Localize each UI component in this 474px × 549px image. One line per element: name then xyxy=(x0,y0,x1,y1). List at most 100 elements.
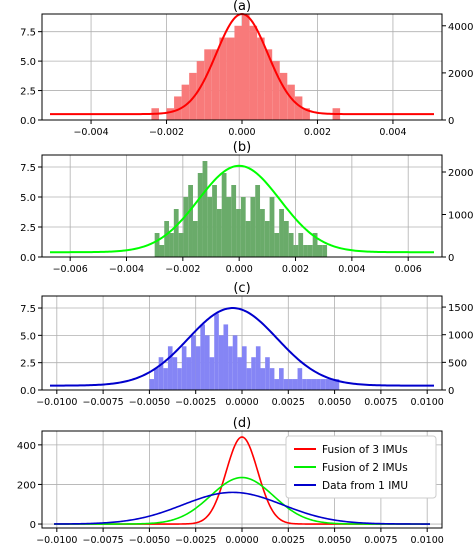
histogram-bar xyxy=(186,357,192,390)
histogram-bar xyxy=(317,245,323,257)
x-tick-label: −0.004 xyxy=(73,127,108,138)
histogram-bar xyxy=(322,245,328,257)
histogram-bar xyxy=(234,25,242,120)
series-line xyxy=(54,476,430,525)
x-tick-label: −0.002 xyxy=(165,264,200,275)
y-tick-label-right: 1500 xyxy=(448,303,473,314)
histogram-bar xyxy=(260,368,266,390)
histogram-bar xyxy=(204,335,210,390)
y-tick-label-left: 5.0 xyxy=(20,331,36,342)
y-tick-label-left: 0.0 xyxy=(20,386,36,397)
x-tick-label: 0.0100 xyxy=(411,535,444,545)
histogram-bar xyxy=(329,379,335,390)
histogram-bar xyxy=(274,379,280,390)
histogram-bar xyxy=(287,84,295,120)
subplot-3: (c) 0.0 2.5 5.0 7.5 0 500 1000 1500 −0.0100 −0.007… xyxy=(20,281,473,408)
histogram-bar xyxy=(325,379,330,390)
histogram-bar xyxy=(294,96,303,120)
subplot-title: (b) xyxy=(233,140,251,155)
histogram-bar xyxy=(196,61,205,120)
histogram-bar xyxy=(202,161,208,257)
histogram-bar xyxy=(302,379,307,390)
histogram-bar xyxy=(204,49,212,121)
histogram-bar xyxy=(183,197,189,257)
y-tick-label-right: 2000 xyxy=(448,69,473,80)
histogram-bar xyxy=(334,379,340,390)
y-tick-label-right: 0 xyxy=(448,253,454,264)
x-tick-label: −0.0050 xyxy=(129,397,170,408)
histogram-bar xyxy=(149,379,155,390)
x-tick-label: 0.004 xyxy=(338,264,365,275)
histogram-bar xyxy=(158,357,164,390)
y-tick-label: 200 xyxy=(17,480,36,491)
histogram-bar xyxy=(163,368,168,390)
x-tick-label: −0.002 xyxy=(149,127,184,138)
y-tick-label-right: 4000 xyxy=(448,22,473,33)
histogram-bar xyxy=(181,84,190,120)
histogram-bar xyxy=(260,209,265,257)
histogram-bar xyxy=(181,346,187,390)
histogram-bar xyxy=(312,233,318,257)
histogram-bar xyxy=(172,357,178,390)
axes-frame xyxy=(41,295,443,391)
histogram-bar xyxy=(226,197,232,257)
subplot-title: (a) xyxy=(233,0,251,14)
histogram-bar xyxy=(255,346,261,390)
histogram-bar xyxy=(272,61,280,120)
legend-label: Fusion of 3 IMUs xyxy=(322,444,408,456)
histogram-bar xyxy=(279,72,288,120)
x-tick-label: 0.0025 xyxy=(272,535,305,545)
histogram-bar xyxy=(219,37,227,120)
histogram-bar xyxy=(166,108,175,120)
y-tick-label-left: 7.5 xyxy=(20,163,36,174)
y-tick-label-left: 7.5 xyxy=(20,304,36,315)
histogram-bar xyxy=(164,221,170,257)
histogram-bar xyxy=(316,379,321,390)
subplot-title: (c) xyxy=(233,281,250,296)
histogram-bar xyxy=(298,233,304,257)
histogram-bar xyxy=(274,233,280,257)
histogram-bar xyxy=(154,368,159,390)
y-tick-label-right: 1000 xyxy=(448,331,473,342)
legend-box xyxy=(285,435,437,499)
histogram-bar xyxy=(297,368,303,390)
histogram-bar xyxy=(265,357,270,390)
x-tick-label: 0.0025 xyxy=(272,397,305,408)
density-curve xyxy=(50,164,434,254)
histogram-bar xyxy=(177,368,182,390)
histogram-bar xyxy=(240,197,246,257)
legend: Fusion of 3 IMUs Fusion of 2 IMUs Data fro… xyxy=(285,435,437,499)
density-curve xyxy=(50,307,435,387)
x-tick-label: 0.000 xyxy=(228,127,255,138)
x-tick-label: 0.0000 xyxy=(225,535,258,545)
x-tick-label: 0.0075 xyxy=(364,535,397,545)
histogram-bar xyxy=(279,368,284,390)
histogram-bar xyxy=(214,313,219,390)
y-tick-label-left: 5.0 xyxy=(20,57,36,68)
histogram-bar xyxy=(279,209,284,257)
x-tick-label: 0.0050 xyxy=(318,535,351,545)
histogram-bar xyxy=(292,379,298,390)
histogram-bar xyxy=(242,14,250,120)
y-tick-label-right: 500 xyxy=(448,358,467,369)
y-tick-label: 0 xyxy=(30,520,36,531)
histogram-bar xyxy=(173,209,179,257)
y-tick-label-right: 1000 xyxy=(448,211,473,222)
histogram-bar xyxy=(169,233,174,257)
histogram-bar xyxy=(320,379,326,390)
series-lines xyxy=(53,436,430,525)
histogram-bar xyxy=(221,173,227,257)
histogram xyxy=(154,161,328,257)
histogram-bar xyxy=(251,357,256,390)
x-tick-label: 0.0100 xyxy=(411,397,444,408)
histogram-bar xyxy=(207,197,213,257)
histogram-bar xyxy=(246,368,252,390)
histogram-bar xyxy=(311,379,317,390)
histogram-bar xyxy=(236,209,241,257)
histogram-bar xyxy=(178,233,184,257)
y-tick-label-left: 0.0 xyxy=(20,253,36,264)
histogram-bar xyxy=(307,245,313,257)
legend-label: Fusion of 2 IMUs xyxy=(322,462,408,474)
y-tick-label-left: 2.5 xyxy=(20,87,36,98)
